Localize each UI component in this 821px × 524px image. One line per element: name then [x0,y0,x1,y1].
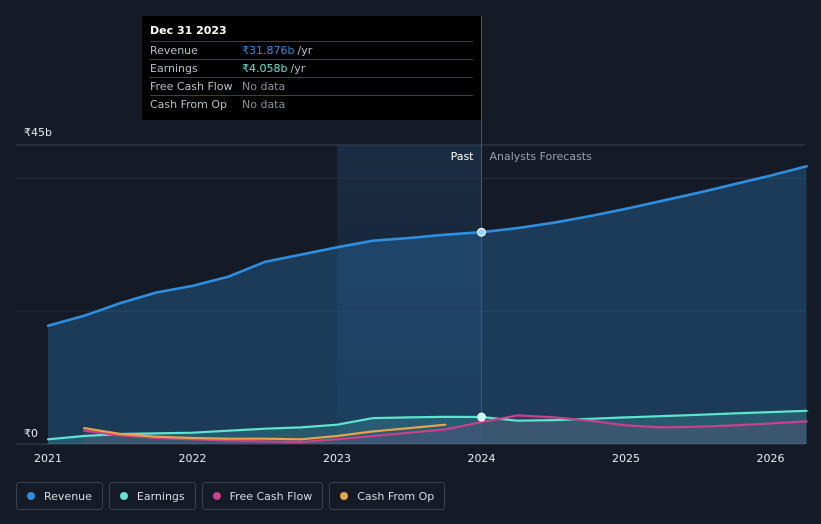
legend-dot-icon [119,492,128,500]
legend-item-cash-from-op[interactable]: Cash From Op [329,482,446,510]
cash-from-op-line [83,423,447,441]
tooltip-row-revenue: Revenue ₹31.876b /yr [150,41,473,59]
tooltip-row-label: Revenue [150,44,198,57]
tooltip-row-label: Cash From Op [150,98,228,111]
x-tick-label: 2022 [179,452,207,465]
x-tick-label: 2023 [323,452,351,465]
tooltip-row-label: Free Cash Flow [150,80,233,93]
revenue-line [46,165,808,327]
hover-markers [477,227,486,422]
legend: Revenue Earnings Free Cash Flow Cash Fro… [16,482,446,510]
tooltip-row-value: ₹31.876b [242,44,295,57]
tooltip-row-cash-from-op: Cash From Op No data [150,95,473,113]
revenue-marker [477,227,486,237]
earnings-line [46,409,808,441]
legend-label: Earnings [136,489,185,503]
legend-dot-icon [340,492,349,500]
x-tick-label: 2025 [612,452,640,465]
x-tick-label: 2021 [34,452,62,465]
tooltip-row-label: Earnings [150,62,198,75]
past-label: Past [451,150,475,163]
tooltip-row-value: No data [242,80,286,93]
free-cash-flow-line [83,414,808,444]
series-lines [46,165,808,444]
y-tick-label-top: ₹45b [24,126,52,139]
legend-item-earnings[interactable]: Earnings [108,482,196,510]
tooltip-row-value: No data [242,98,286,111]
past-period-highlight [337,145,482,444]
legend-label: Free Cash Flow [229,489,313,503]
tooltip: Dec 31 2023 Revenue ₹31.876b /yr Earning… [142,16,481,120]
tooltip-row-earnings: Earnings ₹4.058b /yr [150,59,473,77]
gridlines [16,144,805,445]
tooltip-row-free-cash-flow: Free Cash Flow No data [150,77,473,95]
x-tick-label: 2026 [757,452,785,465]
legend-item-revenue[interactable]: Revenue [16,482,103,510]
x-axis-labels: 2021 2022 2023 2024 2025 2026 [34,452,785,465]
legend-label: Revenue [44,489,92,503]
legend-item-free-cash-flow[interactable]: Free Cash Flow [201,482,324,510]
tooltip-row-value: ₹4.058b [242,62,288,75]
legend-dot-icon [27,492,35,500]
x-tick-label: 2024 [468,452,496,465]
tooltip-row-unit: /yr [290,62,306,75]
forecast-label: Analysts Forecasts [490,150,593,163]
legend-dot-icon [212,492,221,500]
tooltip-row-unit: /yr [297,44,313,57]
y-tick-label-bottom: ₹0 [24,427,38,440]
legend-label: Cash From Op [357,489,435,503]
earnings-marker [477,412,486,422]
tooltip-date: Dec 31 2023 [150,24,227,37]
revenue-area [48,166,807,445]
